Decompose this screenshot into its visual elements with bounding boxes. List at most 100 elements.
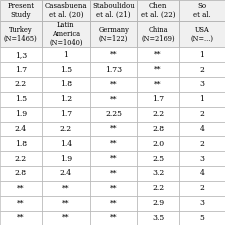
Text: **: ** — [62, 184, 70, 192]
Bar — [90, 181, 137, 196]
Text: 1.7: 1.7 — [152, 95, 164, 103]
Text: 1.2: 1.2 — [60, 95, 72, 103]
Text: 1.4: 1.4 — [60, 140, 72, 148]
Bar — [179, 0, 225, 21]
Text: 1.7: 1.7 — [15, 65, 27, 74]
Text: 4: 4 — [200, 125, 204, 133]
Text: 1.5: 1.5 — [15, 95, 27, 103]
Bar — [179, 107, 225, 122]
Bar — [179, 62, 225, 77]
Bar — [0, 47, 42, 62]
Text: 2.25: 2.25 — [105, 110, 122, 118]
Text: 2: 2 — [200, 140, 204, 148]
Text: 1.9: 1.9 — [15, 110, 27, 118]
Bar — [137, 196, 179, 211]
Bar — [0, 77, 42, 92]
Bar — [179, 166, 225, 181]
Text: 2.9: 2.9 — [152, 199, 164, 207]
Bar — [179, 181, 225, 196]
Bar — [42, 166, 90, 181]
Text: Chen
et al. (22): Chen et al. (22) — [141, 2, 175, 19]
Bar — [179, 92, 225, 107]
Bar — [179, 77, 225, 92]
Text: 1: 1 — [63, 51, 68, 59]
Text: **: ** — [17, 214, 25, 222]
Text: 1.9: 1.9 — [60, 155, 72, 163]
Text: 2.8: 2.8 — [15, 169, 27, 178]
Text: 2.2: 2.2 — [60, 125, 72, 133]
Bar — [137, 136, 179, 151]
Text: 2.2: 2.2 — [152, 110, 164, 118]
Bar — [42, 62, 90, 77]
Bar — [42, 21, 90, 47]
Bar — [179, 47, 225, 62]
Bar — [42, 211, 90, 225]
Bar — [42, 47, 90, 62]
Bar — [42, 136, 90, 151]
Text: **: ** — [110, 95, 117, 103]
Bar — [42, 77, 90, 92]
Text: 1.73: 1.73 — [105, 65, 122, 74]
Bar — [0, 122, 42, 136]
Text: **: ** — [110, 199, 117, 207]
Bar — [90, 211, 137, 225]
Text: **: ** — [110, 214, 117, 222]
Bar — [42, 151, 90, 166]
Bar — [42, 0, 90, 21]
Bar — [137, 151, 179, 166]
Text: **: ** — [154, 80, 162, 88]
Bar — [137, 181, 179, 196]
Text: Staboulidou
et al. (21): Staboulidou et al. (21) — [92, 2, 135, 19]
Text: China
(N=2169): China (N=2169) — [141, 26, 175, 43]
Bar — [137, 47, 179, 62]
Text: 1.7: 1.7 — [60, 110, 72, 118]
Text: **: ** — [62, 199, 70, 207]
Bar — [0, 211, 42, 225]
Bar — [42, 181, 90, 196]
Bar — [0, 196, 42, 211]
Bar — [0, 136, 42, 151]
Text: Latin
America
(N=1040): Latin America (N=1040) — [49, 21, 83, 47]
Text: 2.4: 2.4 — [60, 169, 72, 178]
Text: **: ** — [110, 80, 117, 88]
Bar — [179, 122, 225, 136]
Text: 1.5: 1.5 — [60, 65, 72, 74]
Text: Turkey
(N=1465): Turkey (N=1465) — [4, 26, 38, 43]
Text: 3: 3 — [199, 155, 205, 163]
Text: **: ** — [110, 140, 117, 148]
Bar — [90, 151, 137, 166]
Bar — [42, 107, 90, 122]
Text: 1: 1 — [200, 95, 204, 103]
Text: 1: 1 — [200, 51, 204, 59]
Bar — [179, 211, 225, 225]
Bar — [137, 62, 179, 77]
Text: So
et al.: So et al. — [193, 2, 211, 19]
Text: 1,3: 1,3 — [15, 51, 27, 59]
Bar — [90, 21, 137, 47]
Bar — [90, 136, 137, 151]
Bar — [90, 196, 137, 211]
Bar — [90, 166, 137, 181]
Text: 4: 4 — [200, 169, 204, 178]
Text: 2.2: 2.2 — [152, 184, 164, 192]
Text: **: ** — [110, 169, 117, 178]
Text: **: ** — [17, 184, 25, 192]
Text: **: ** — [110, 184, 117, 192]
Bar — [90, 92, 137, 107]
Text: 3: 3 — [199, 199, 205, 207]
Text: 5: 5 — [200, 214, 204, 222]
Bar — [42, 122, 90, 136]
Text: Germany
(N=122): Germany (N=122) — [98, 26, 129, 43]
Bar — [179, 136, 225, 151]
Bar — [0, 21, 42, 47]
Bar — [42, 92, 90, 107]
Bar — [179, 21, 225, 47]
Text: USA
(N=...): USA (N=...) — [190, 26, 214, 43]
Bar — [137, 122, 179, 136]
Bar — [179, 151, 225, 166]
Bar — [90, 107, 137, 122]
Bar — [90, 47, 137, 62]
Bar — [0, 181, 42, 196]
Bar — [179, 196, 225, 211]
Bar — [0, 107, 42, 122]
